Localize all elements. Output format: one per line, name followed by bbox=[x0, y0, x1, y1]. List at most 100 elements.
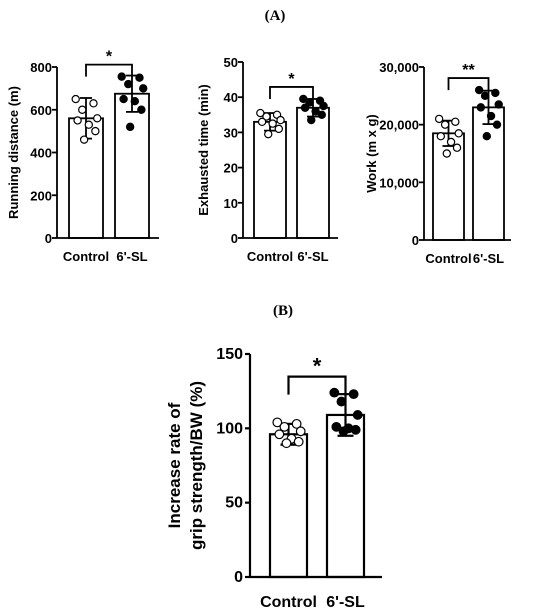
data-point bbox=[476, 103, 486, 112]
data-point bbox=[256, 108, 265, 118]
data-point bbox=[71, 94, 80, 104]
data-point bbox=[130, 96, 140, 106]
significance-marker: * bbox=[313, 354, 322, 379]
data-point bbox=[305, 98, 314, 107]
significance-bracket bbox=[85, 63, 133, 77]
y-tick-label: 0 bbox=[234, 569, 243, 586]
data-point bbox=[480, 91, 490, 101]
significance-marker: * bbox=[106, 49, 113, 66]
y-tick-label: 50 bbox=[225, 495, 243, 512]
y-tick-label: 30,000 bbox=[379, 60, 419, 75]
data-point bbox=[492, 120, 502, 129]
data-point bbox=[274, 429, 285, 440]
data-point bbox=[350, 424, 361, 435]
y-axis-label: Running distance (m) bbox=[6, 86, 21, 219]
data-point bbox=[91, 126, 100, 136]
x-category-label: Control bbox=[63, 249, 109, 264]
y-axis-label: Increase rate of bbox=[165, 402, 184, 528]
x-category-label: 6'-SL bbox=[326, 594, 365, 611]
chart-running-distance: 0 200 400 600 800 Running distance (m) Control… bbox=[6, 49, 159, 264]
bar bbox=[114, 92, 150, 239]
data-point bbox=[474, 85, 484, 95]
data-point bbox=[291, 418, 302, 429]
x-category-label: 6'-SL bbox=[116, 249, 147, 264]
y-tick-label: 0 bbox=[45, 231, 52, 246]
y-tick-label: 20 bbox=[224, 161, 238, 176]
data-point bbox=[331, 421, 342, 432]
data-point bbox=[125, 122, 135, 132]
y-tick-label: 20,000 bbox=[379, 118, 419, 133]
y-tick-label: 200 bbox=[30, 188, 52, 203]
data-point bbox=[272, 417, 283, 428]
y-tick-label: 150 bbox=[216, 346, 243, 363]
significance-bracket bbox=[269, 86, 314, 99]
chart-grip-strength: 0 50 100 150 Increase rate of grip strength/B… bbox=[165, 346, 382, 611]
data-point bbox=[139, 84, 148, 93]
data-point bbox=[440, 120, 450, 129]
data-point bbox=[338, 426, 349, 437]
data-point bbox=[494, 100, 503, 109]
data-point bbox=[329, 387, 340, 398]
data-point bbox=[451, 117, 460, 126]
significance-marker: * bbox=[288, 71, 295, 88]
x-category-label: Control bbox=[247, 249, 293, 264]
data-point bbox=[124, 79, 133, 89]
y-tick-label: 30 bbox=[224, 125, 238, 140]
y-tick-label: 10,000 bbox=[379, 175, 419, 190]
data-point bbox=[274, 124, 283, 134]
data-point bbox=[454, 129, 463, 138]
y-tick-label: 40 bbox=[224, 90, 238, 105]
data-point bbox=[442, 149, 451, 158]
data-point bbox=[262, 112, 271, 121]
data-point bbox=[137, 105, 146, 114]
data-point bbox=[307, 115, 316, 125]
data-point bbox=[119, 94, 128, 104]
data-point bbox=[434, 114, 444, 124]
data-point bbox=[300, 103, 310, 112]
y-tick-label: 0 bbox=[231, 231, 238, 246]
x-category-label: 6'-SL bbox=[473, 251, 504, 266]
y-axis-label: Exhausted time (min) bbox=[196, 84, 211, 215]
y-axis-label: Work (m x g) bbox=[364, 114, 379, 193]
y-tick-label: 400 bbox=[30, 146, 52, 161]
data-point bbox=[311, 107, 320, 116]
data-point bbox=[336, 396, 347, 407]
y-tick-label: 0 bbox=[412, 233, 419, 248]
significance-marker: ** bbox=[462, 62, 475, 79]
y-tick-label: 50 bbox=[224, 55, 238, 70]
data-point bbox=[268, 119, 277, 128]
panel-a-label: (A) bbox=[265, 8, 286, 24]
data-point bbox=[264, 129, 273, 139]
data-point bbox=[486, 111, 496, 121]
bar bbox=[253, 120, 287, 239]
panel-b-label: (B) bbox=[273, 303, 293, 319]
significance-bracket bbox=[287, 375, 347, 395]
x-category-label: 6'-SL bbox=[297, 249, 328, 264]
bar bbox=[296, 106, 330, 239]
y-axis-label: grip strength/BW (%) bbox=[187, 381, 206, 550]
data-point bbox=[279, 421, 290, 432]
bar bbox=[268, 433, 309, 579]
chart-exhausted-time: 0 10 20 30 40 50 Exhausted time (min) Control 6'… bbox=[196, 55, 338, 264]
data-point bbox=[452, 143, 462, 152]
y-tick-label: 10 bbox=[224, 196, 238, 211]
data-point bbox=[317, 110, 326, 120]
data-point bbox=[319, 101, 328, 111]
data-point bbox=[257, 117, 267, 127]
significance-bracket bbox=[447, 77, 490, 91]
data-point bbox=[348, 389, 359, 400]
data-point bbox=[73, 116, 82, 125]
y-tick-label: 100 bbox=[216, 420, 243, 437]
data-point bbox=[446, 137, 456, 147]
data-point bbox=[436, 131, 446, 141]
data-point bbox=[295, 426, 306, 437]
x-category-label: Control bbox=[425, 251, 471, 266]
data-point bbox=[78, 105, 87, 114]
chart-work: 0 10,000 20,000 30,000 Work (m x g) Control 6'… bbox=[364, 60, 511, 266]
data-point bbox=[84, 120, 94, 129]
data-point bbox=[135, 73, 144, 82]
data-point bbox=[281, 438, 292, 449]
data-point bbox=[93, 114, 102, 123]
data-point bbox=[117, 72, 126, 81]
